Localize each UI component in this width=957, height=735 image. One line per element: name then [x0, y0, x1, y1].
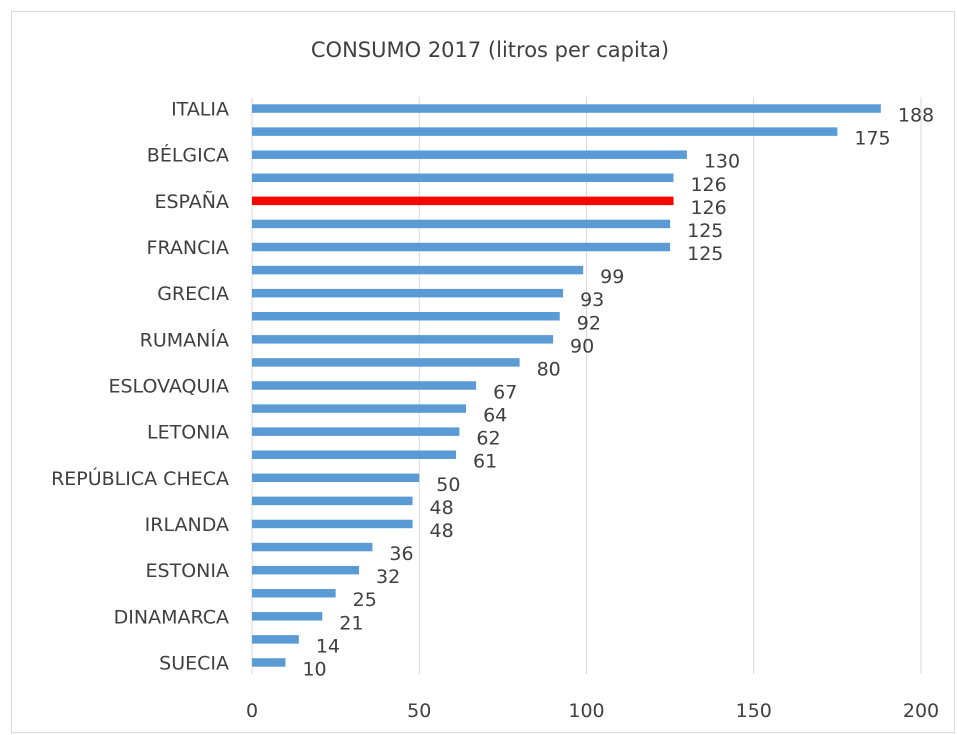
data-label: 126	[690, 197, 726, 219]
data-label: 36	[389, 543, 413, 565]
x-tick-label: 50	[407, 700, 431, 722]
category-label: RUMANÍA	[140, 328, 229, 351]
data-label: 188	[898, 105, 934, 127]
data-label: 64	[483, 405, 507, 427]
data-label: 175	[854, 128, 890, 150]
bar	[252, 565, 360, 575]
data-label: 125	[687, 220, 723, 242]
x-tick-label: 200	[903, 700, 939, 722]
bar	[252, 496, 413, 506]
bar	[252, 219, 671, 229]
category-label: LETONIA	[147, 422, 229, 444]
x-tick-label: 150	[736, 700, 772, 722]
bar	[252, 381, 477, 390]
category-label: REPÚBLICA CHECA	[51, 466, 229, 490]
bar	[252, 635, 299, 644]
bar	[252, 335, 554, 344]
category-label: ESTONIA	[146, 560, 229, 582]
bar	[252, 588, 336, 598]
data-label: 90	[570, 335, 594, 357]
bar	[252, 612, 323, 621]
bar	[252, 658, 286, 667]
bar	[252, 358, 520, 367]
category-labels: ITALIA BÉLGICA ESPAÑA FRANCIA GRECIA RUMANÍA E…	[51, 99, 229, 675]
category-label: FRANCIA	[147, 237, 229, 259]
data-label: 21	[339, 612, 363, 634]
bar	[252, 150, 687, 159]
bar	[252, 104, 881, 113]
data-label: 48	[430, 520, 454, 542]
data-label: 10	[302, 658, 326, 680]
data-label: 93	[580, 289, 604, 311]
bar	[252, 427, 460, 436]
data-label: 92	[577, 312, 601, 334]
bar	[252, 312, 560, 321]
data-label: 126	[690, 174, 726, 196]
category-label: ESPAÑA	[154, 190, 229, 213]
bar	[252, 242, 671, 252]
bar	[252, 450, 457, 459]
x-tick-label: 0	[246, 700, 258, 722]
bar	[252, 288, 564, 298]
bar	[252, 519, 413, 529]
data-labels: 1881751301261261251259993929080676462615…	[302, 105, 934, 681]
category-label: SUECIA	[159, 652, 229, 674]
data-label: 14	[316, 635, 340, 657]
bar	[252, 404, 467, 413]
data-label: 62	[476, 428, 500, 450]
category-label: IRLANDA	[145, 514, 229, 536]
bar	[252, 127, 838, 136]
bar	[252, 542, 373, 552]
data-label: 25	[353, 589, 377, 611]
data-label: 125	[687, 243, 723, 265]
data-label: 50	[436, 474, 460, 496]
category-label: GRECIA	[157, 283, 229, 305]
data-label: 48	[430, 497, 454, 519]
bars	[252, 104, 881, 667]
category-label: BÉLGICA	[147, 144, 229, 167]
data-label: 67	[493, 382, 517, 404]
category-label: ITALIA	[171, 99, 229, 121]
x-axis-ticks: 0 50 100 150 200	[246, 700, 939, 722]
category-label: DINAMARCA	[114, 606, 229, 628]
bar	[252, 196, 674, 206]
data-label: 80	[537, 358, 561, 380]
chart-title: CONSUMO 2017 (litros per capita)	[311, 38, 669, 62]
data-label: 61	[473, 451, 497, 473]
bar	[252, 265, 584, 275]
data-label: 130	[704, 151, 740, 173]
bar	[252, 473, 420, 483]
data-label: 32	[376, 566, 400, 588]
bar	[252, 173, 674, 183]
x-tick-label: 100	[568, 700, 604, 722]
category-label: ESLOVAQUIA	[108, 376, 229, 398]
data-label: 99	[600, 266, 624, 288]
